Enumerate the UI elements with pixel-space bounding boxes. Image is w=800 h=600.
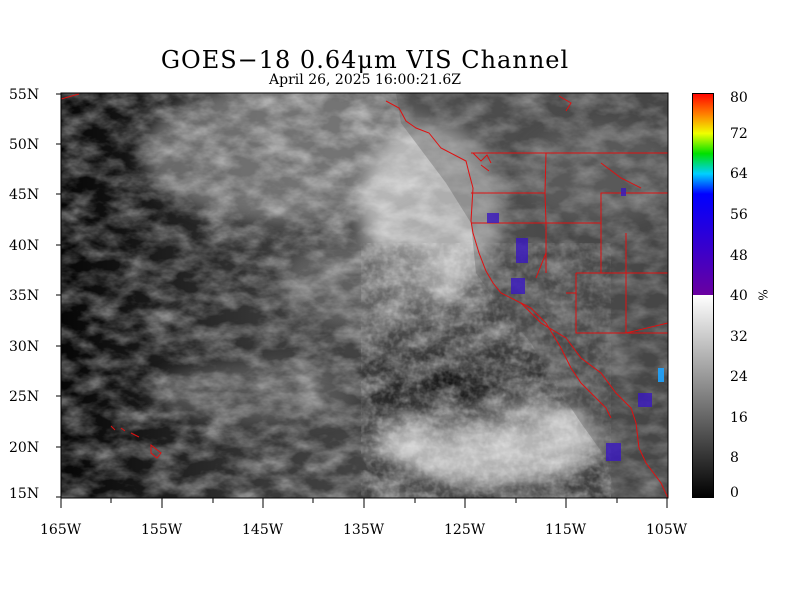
lat-label: 45N [9, 187, 40, 203]
colorbar-label: 40 [730, 288, 748, 304]
colorbar-label: 32 [730, 329, 748, 345]
chart-subtitle: April 26, 2025 16:00:21.6Z [269, 72, 461, 88]
lat-label: 25N [9, 389, 40, 405]
colorbar-label: 64 [730, 166, 748, 182]
lon-label: 155W [141, 522, 183, 538]
satellite-svg [61, 93, 668, 498]
colorbar-label: 16 [730, 410, 748, 426]
colorbar-label: 48 [730, 248, 748, 264]
colorbar [692, 93, 714, 498]
lon-label: 105W [646, 522, 688, 538]
lon-label: 135W [343, 522, 385, 538]
lon-label: 165W [40, 522, 82, 538]
chart-title: GOES−18 0.64μm VIS Channel [160, 46, 570, 74]
colorbar-gray-segment [692, 295, 714, 498]
colorbar-label: 0 [730, 485, 739, 501]
lat-label: 40N [9, 238, 40, 254]
lat-label: 50N [9, 137, 40, 153]
colorbar-label: 8 [730, 450, 739, 466]
lat-label: 20N [9, 440, 40, 456]
lon-label: 145W [242, 522, 284, 538]
colorbar-label: 56 [730, 207, 748, 223]
lat-label: 15N [9, 486, 40, 502]
colorbar-border [692, 93, 714, 498]
lat-label: 30N [9, 339, 40, 355]
colorbar-label: 24 [730, 369, 748, 385]
satellite-image [61, 93, 668, 498]
colorbar-label: 80 [730, 90, 748, 106]
lon-label: 125W [444, 522, 486, 538]
lat-label: 35N [9, 288, 40, 304]
lon-label: 115W [545, 522, 587, 538]
colorbar-label: 72 [730, 126, 748, 142]
lat-label: 55N [9, 87, 40, 103]
colorbar-unit: % [755, 289, 770, 301]
colorbar-color-segment [692, 93, 714, 295]
